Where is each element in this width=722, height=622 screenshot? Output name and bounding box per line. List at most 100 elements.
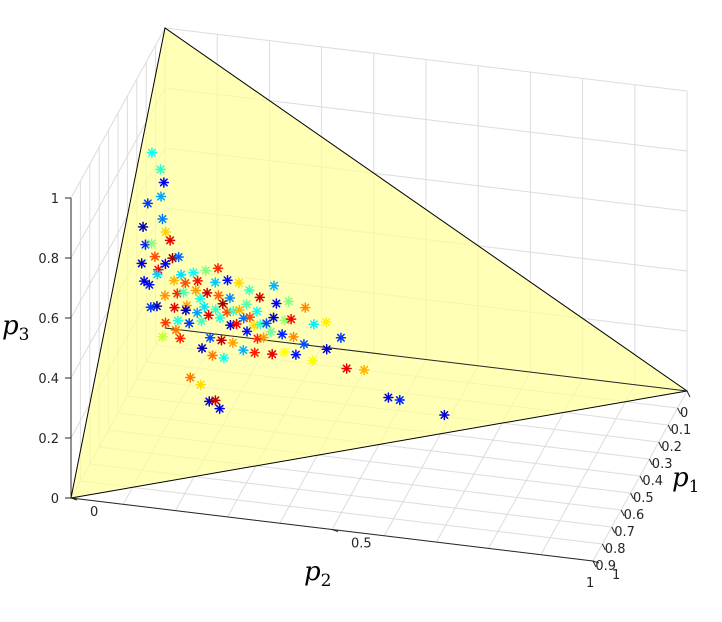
- p1-axis-label: p1: [672, 463, 699, 497]
- data-point: [218, 352, 230, 364]
- data-point: [152, 269, 163, 280]
- p2-tick-label: 0.5: [633, 491, 654, 506]
- data-point: [204, 332, 216, 343]
- data-point: [160, 317, 171, 329]
- data-point-stroke: [253, 334, 262, 343]
- data-point: [159, 290, 171, 301]
- p1-tick-label: 1: [612, 568, 620, 583]
- data-point: [172, 315, 184, 326]
- data-point: [196, 342, 208, 354]
- data-point-stroke: [137, 259, 146, 268]
- data-point: [320, 316, 332, 328]
- data-point-stroke: [158, 214, 167, 223]
- tick-labels: 00.10.20.30.40.50.60.70.80.9100.20.40.60…: [38, 192, 691, 591]
- data-point: [138, 275, 150, 287]
- data-point-stroke: [204, 311, 213, 320]
- data-point-stroke: [173, 289, 182, 298]
- data-point-stroke: [166, 236, 175, 245]
- grid-line: [540, 384, 636, 555]
- data-point-stroke: [170, 303, 179, 312]
- p2-tick-mark: [667, 424, 672, 432]
- data-point: [194, 293, 206, 304]
- p2-tick-label: 0: [680, 406, 688, 421]
- data-point-stroke: [250, 321, 259, 330]
- data-point: [300, 302, 311, 313]
- data-point-stroke: [308, 356, 317, 365]
- data-point: [221, 306, 233, 318]
- data-point-stroke: [203, 288, 212, 297]
- data-point-stroke: [226, 321, 235, 330]
- data-point: [271, 298, 282, 309]
- data-point: [136, 258, 147, 269]
- data-point-stroke: [225, 294, 234, 302]
- data-point-stroke: [245, 286, 254, 295]
- data-point-stroke: [156, 165, 165, 174]
- data-point-stroke: [193, 276, 202, 285]
- data-point: [214, 312, 226, 324]
- p2-tick-mark: [658, 441, 663, 449]
- data-point: [144, 279, 155, 291]
- data-point: [283, 296, 294, 307]
- data-point: [167, 252, 178, 264]
- data-point: [258, 332, 269, 343]
- data-point-stroke: [216, 313, 224, 322]
- data-point-stroke: [301, 303, 310, 312]
- data-point: [288, 331, 299, 343]
- data-point: [276, 329, 288, 340]
- data-point-stroke: [174, 253, 183, 261]
- data-point-stroke: [291, 350, 300, 359]
- data-point-stroke: [189, 268, 198, 277]
- data-point-stroke: [181, 279, 190, 288]
- data-point: [298, 338, 310, 350]
- p2-tick-label: 0.9: [595, 559, 616, 574]
- data-point-stroke: [196, 380, 205, 389]
- p2-tick-label: 0.7: [614, 525, 635, 540]
- data-point: [157, 331, 168, 343]
- p2-tick-mark: [611, 526, 616, 534]
- data-point: [279, 314, 291, 326]
- data-point-stroke: [252, 307, 261, 316]
- data-point-stroke: [147, 148, 156, 157]
- data-point-stroke: [342, 364, 351, 373]
- data-point: [190, 285, 202, 296]
- data-point-stroke: [266, 327, 275, 336]
- data-point-stroke: [299, 340, 308, 349]
- data-point: [394, 394, 406, 406]
- data-point-stroke: [232, 320, 241, 329]
- data-point: [285, 313, 297, 325]
- data-point-stroke: [262, 319, 271, 328]
- data-point: [196, 315, 207, 327]
- data-point-stroke: [177, 270, 186, 279]
- data-point: [146, 147, 158, 159]
- data-point: [192, 275, 203, 287]
- data-point-stroke: [269, 281, 278, 290]
- data-point-stroke: [215, 404, 224, 413]
- data-point: [225, 319, 236, 331]
- data-point-stroke: [158, 332, 167, 341]
- data-point-stroke: [269, 313, 278, 322]
- data-point-stroke: [154, 265, 163, 274]
- data-point-stroke: [186, 373, 195, 382]
- data-point-stroke: [139, 222, 148, 231]
- p2-axis-label: p2: [304, 557, 331, 591]
- data-point: [164, 235, 176, 246]
- data-point: [213, 290, 224, 301]
- data-point-stroke: [214, 291, 223, 300]
- data-point-stroke: [223, 308, 232, 317]
- data-point: [238, 344, 249, 356]
- data-point-stroke: [191, 286, 200, 295]
- p2-tick-mark: [677, 407, 682, 415]
- data-point: [170, 324, 182, 336]
- data-point: [290, 349, 302, 360]
- data-point-stroke: [200, 302, 209, 311]
- data-point-stroke: [153, 270, 162, 279]
- data-point-stroke: [211, 305, 220, 314]
- p2-tick-mark: [620, 509, 625, 517]
- data-point: [178, 287, 189, 298]
- data-point: [231, 318, 242, 330]
- data-point: [157, 213, 168, 225]
- data-point: [172, 288, 183, 299]
- data-point: [142, 198, 154, 209]
- data-point-stroke: [168, 254, 177, 263]
- p3-tick-label: 1: [51, 192, 59, 207]
